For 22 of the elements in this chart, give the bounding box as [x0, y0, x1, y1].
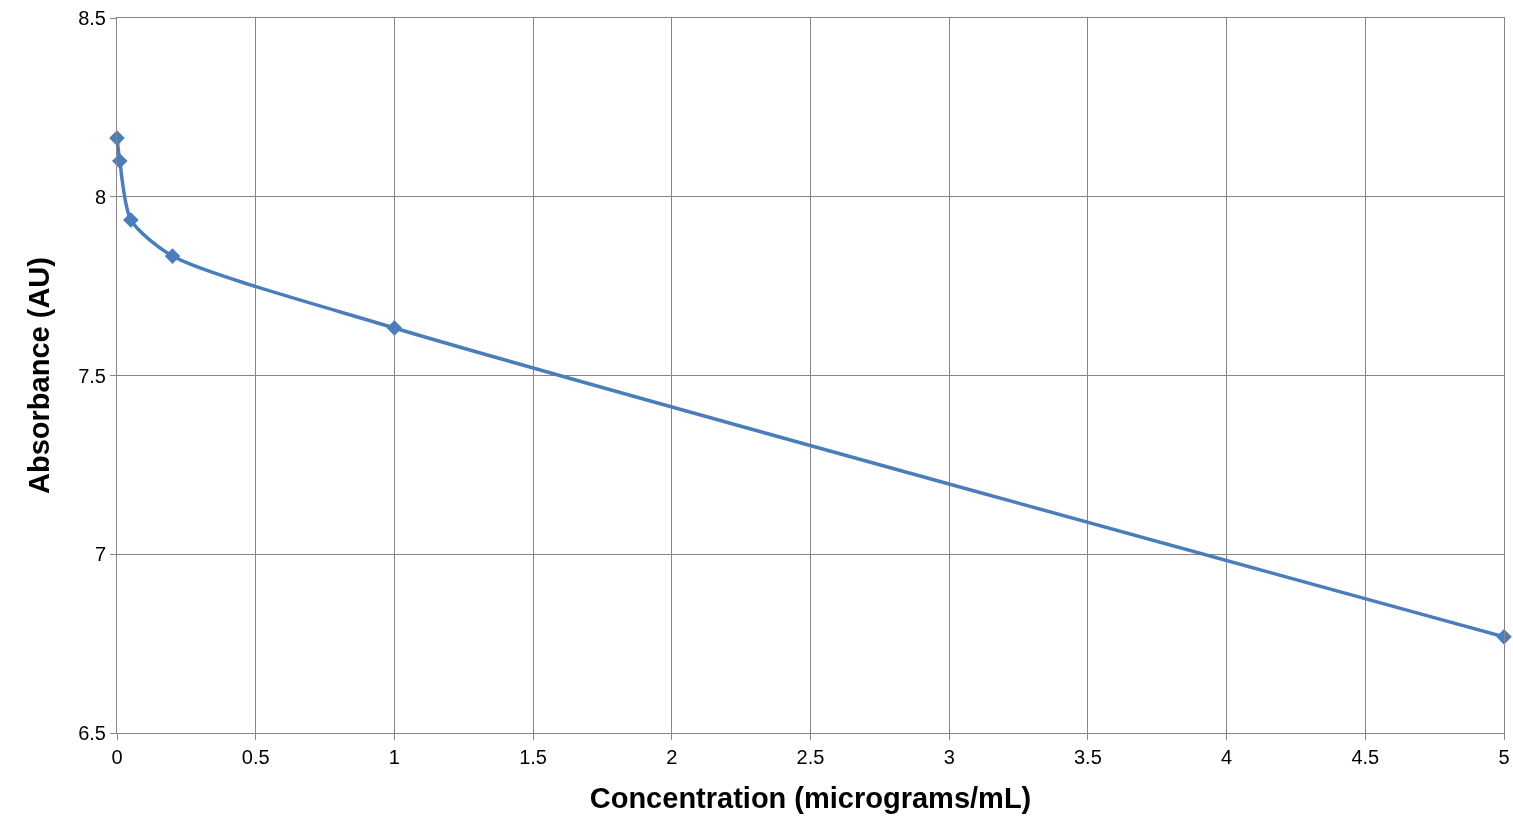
x-tick-label: 1 [388, 746, 400, 768]
y-tick-label: 7.5 [78, 364, 106, 387]
x-tick-label: 4 [1221, 746, 1233, 768]
y-tick-label: 8 [94, 185, 106, 208]
x-tick-label: 2 [666, 746, 678, 768]
y-tick-label: 6.5 [78, 722, 106, 744]
point [386, 320, 403, 336]
x-tick-label: 3 [943, 746, 955, 768]
point [123, 212, 139, 228]
point [164, 248, 181, 264]
x-tick-label: 3.5 [1073, 746, 1102, 768]
x-tick-label: 2.5 [796, 746, 825, 768]
x-tick-label: 4.5 [1351, 746, 1380, 768]
y-tick-label: 8.5 [78, 7, 106, 29]
y-axis-title: Absorbance (AU) [22, 257, 55, 494]
x-axis-title: Concentration (micrograms/mL) [589, 781, 1032, 814]
x-tick-label: 5 [1498, 746, 1510, 768]
point [111, 153, 128, 169]
y-tick-label: 7 [94, 543, 106, 566]
x-tick-label: 0 [111, 746, 123, 768]
x-tick-label: 1.5 [519, 746, 548, 768]
x-tick-label: 0.5 [241, 746, 270, 768]
